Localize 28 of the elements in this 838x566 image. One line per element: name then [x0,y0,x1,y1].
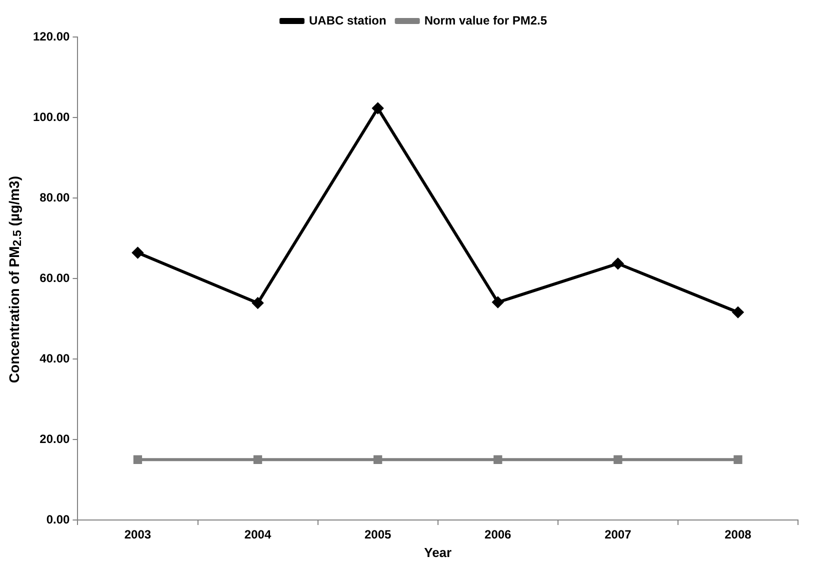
y-tick-label: 100.00 [33,110,70,124]
y-tick-label: 0.00 [46,512,70,526]
legend-label: Norm value for PM2.5 [424,13,548,28]
point [494,455,502,464]
x-tick-label: 2006 [484,528,512,542]
x-tick-label: 2008 [724,528,752,542]
y-tick-label: 80.00 [40,190,70,204]
x-axis-title: Year [424,544,452,560]
point [612,258,624,270]
x-tick-label: 2005 [364,528,392,542]
point [614,455,622,464]
y-tick-label: 40.00 [40,351,70,366]
point [374,455,382,464]
point [372,102,384,114]
point [133,455,142,464]
y-tick-label: 20.00 [40,432,70,446]
x-tick-label: 2007 [604,528,632,542]
y-tick-label: 120.00 [33,29,70,44]
point [732,306,744,318]
point [492,296,504,308]
y-tick-label: 60.00 [40,270,70,285]
point [734,455,742,464]
point [132,247,144,258]
legend-label: UABC station [308,13,386,28]
x-tick-label: 2003 [124,528,152,542]
point [253,455,262,464]
point [252,298,264,309]
x-tick-label: 2004 [244,528,272,542]
